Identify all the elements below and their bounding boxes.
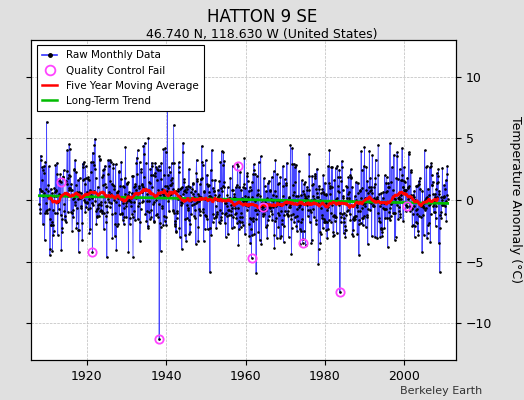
- Legend: Raw Monthly Data, Quality Control Fail, Five Year Moving Average, Long-Term Tren: Raw Monthly Data, Quality Control Fail, …: [37, 45, 204, 111]
- Y-axis label: Temperature Anomaly (°C): Temperature Anomaly (°C): [509, 116, 522, 284]
- Text: 46.740 N, 118.630 W (United States): 46.740 N, 118.630 W (United States): [146, 28, 378, 41]
- Text: HATTON 9 SE: HATTON 9 SE: [207, 8, 317, 26]
- Text: Berkeley Earth: Berkeley Earth: [400, 386, 482, 396]
